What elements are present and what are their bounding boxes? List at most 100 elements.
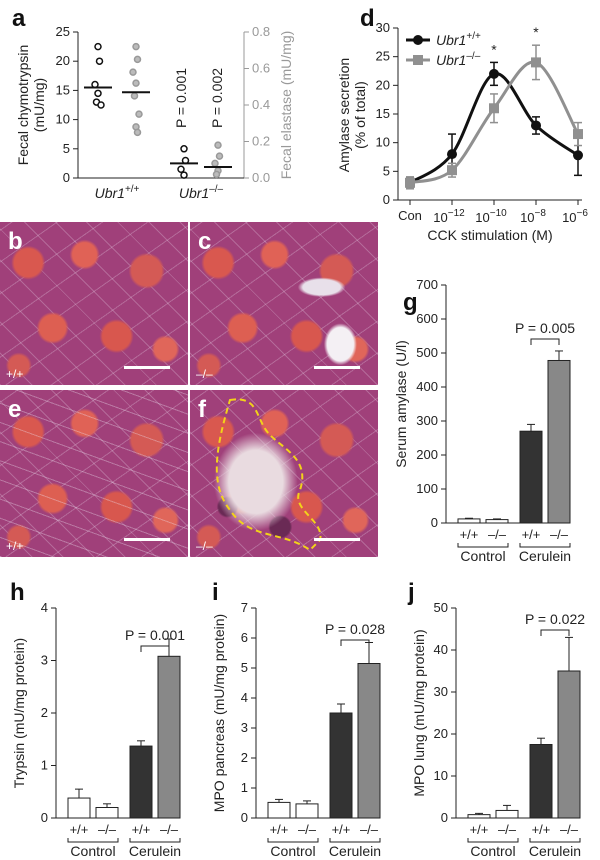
x-tick-label-d-2: 10−10 — [475, 208, 507, 225]
y-tick-label-j: 50 — [434, 600, 448, 615]
y-axis-label-h: Trypsin (mU/mg protein) — [11, 638, 27, 788]
series-line-0 — [409, 72, 579, 185]
y-axis-label-j: MPO lung (mU/mg protein) — [411, 629, 427, 796]
data-point-d-0 — [489, 68, 499, 79]
significance-bracket-j — [540, 629, 570, 636]
group-label-i: Cerulein — [329, 843, 381, 859]
bar-g-1 — [485, 519, 509, 524]
bar-g-2 — [519, 430, 543, 524]
y-tick-label-g: 500 — [416, 345, 438, 360]
x-tick-label-d-1: 10−12 — [433, 208, 465, 225]
y-tick-label-i: 5 — [241, 660, 248, 675]
genotype-label: +/+ — [6, 539, 24, 553]
tissue-image — [0, 390, 188, 557]
y-tick-label-left-a: 5 — [63, 141, 70, 156]
data-point-chymotrypsin — [177, 165, 185, 173]
significance-bracket-h — [140, 645, 170, 652]
y-tick-label-d: 15 — [376, 106, 390, 121]
data-point-d-0 — [531, 120, 541, 131]
y-tick-label-i: 0 — [241, 810, 248, 825]
x-tick-label-d-4-sup: −6 — [577, 208, 589, 219]
y-tick-label-h: 2 — [41, 705, 48, 720]
legend-marker-d-1 — [413, 55, 423, 65]
micrograph-c: c –/– — [190, 222, 378, 385]
group-label-a-1-sup: –/– — [209, 184, 223, 195]
bar-j-3 — [557, 670, 581, 819]
micrograph-label-b: b — [8, 228, 23, 255]
y-tick-label-g: 100 — [416, 481, 438, 496]
y-tick-label-d: 25 — [376, 49, 390, 64]
y-axis-label-d-line1: (% of total) — [352, 81, 368, 149]
data-point-chymotrypsin — [180, 145, 188, 153]
x-tick-label-d-3: 10−8 — [520, 208, 546, 225]
legend-label-d-1: Ubr1–/– — [436, 51, 481, 68]
data-point-elastase — [211, 159, 219, 168]
bar-h-1 — [95, 807, 119, 819]
panel-label-g: g — [403, 289, 418, 316]
data-point-elastase — [132, 79, 140, 87]
data-point-elastase — [129, 68, 137, 76]
bar-j-0 — [467, 814, 491, 819]
x-tick-label-d-4-base: 10 — [562, 210, 576, 225]
data-point-d-1 — [531, 57, 541, 68]
significance-bracket-g — [530, 338, 560, 345]
legend-marker-d-0 — [413, 35, 423, 45]
data-point-d-1 — [489, 103, 499, 114]
y-tick-label-j: 20 — [434, 726, 448, 741]
p-value-a-elastase: P = 0.002 — [209, 68, 225, 128]
x-tick-label-d-3-base: 10 — [520, 210, 534, 225]
group-label-j: Cerulein — [529, 843, 581, 859]
y-tick-label-d: 10 — [376, 135, 390, 150]
genotype-label: –/– — [196, 367, 213, 381]
y-axis-label-a-line1: (mU/mg) — [31, 78, 47, 132]
group-bracket-j — [467, 838, 519, 843]
group-label-a-1-base: Ubr1 — [179, 185, 209, 201]
data-point-elastase — [215, 152, 224, 160]
group-label-i: Control — [270, 843, 315, 859]
data-point-d-0 — [573, 150, 583, 161]
significance-star-d-0: * — [491, 41, 497, 57]
bar-i-3 — [357, 663, 381, 819]
micrograph-e: e +/+ — [0, 390, 188, 557]
x-tick-label-d-1-sup: −12 — [448, 208, 465, 219]
x-tick-label-d: Con — [398, 208, 422, 223]
tissue-image — [190, 222, 378, 385]
legend-label-d-0: Ubr1+/+ — [436, 31, 481, 48]
group-label-g: Cerulein — [519, 548, 571, 564]
y-tick-label-left-a: 15 — [56, 82, 70, 97]
y-tick-label-right-a: 0.2 — [252, 134, 270, 149]
bar-i-0 — [267, 801, 291, 819]
y-tick-label-left-a: 10 — [56, 112, 70, 127]
data-point-d-1 — [405, 177, 415, 188]
x-tick-label-d-2-base: 10 — [475, 210, 489, 225]
group-bracket-h — [67, 838, 119, 843]
y-tick-label-j: 30 — [434, 684, 448, 699]
group-label-g: Control — [460, 548, 505, 564]
data-point-d-0 — [447, 149, 457, 160]
micrograph-label-c: c — [198, 228, 212, 255]
group-label-a-0: Ubr1+/+ — [95, 184, 140, 201]
legend-label-d-0-sup: +/+ — [466, 31, 481, 42]
y-tick-label-i: 6 — [241, 630, 248, 645]
data-point-chymotrypsin — [95, 57, 104, 65]
group-label-j: Control — [470, 843, 515, 859]
y-tick-label-d: 5 — [383, 163, 390, 178]
y-axis-label-a-line0: Fecal chymotrypsin — [15, 45, 31, 166]
tissue-image — [190, 390, 378, 557]
group-label-h: Control — [70, 843, 115, 859]
y-tick-label-g: 0 — [431, 515, 438, 530]
scale-bar — [314, 538, 360, 541]
x-tick-label-g: –/– — [550, 527, 569, 542]
panel-label-j: j — [407, 579, 415, 606]
x-tick-label-h: –/– — [98, 822, 117, 837]
x-tick-label-j: –/– — [560, 822, 579, 837]
data-point-d-1 — [447, 165, 457, 176]
legend-label-d-0-base: Ubr1 — [436, 32, 466, 48]
x-tick-label-h: –/– — [160, 822, 179, 837]
x-tick-label-i: +/+ — [270, 822, 289, 837]
x-tick-label-g: +/+ — [460, 527, 479, 542]
x-tick-label-h: +/+ — [70, 822, 89, 837]
bar-h-2 — [129, 745, 153, 819]
y-tick-label-h: 4 — [41, 600, 48, 615]
group-label-a-1: Ubr1–/– — [179, 184, 224, 201]
